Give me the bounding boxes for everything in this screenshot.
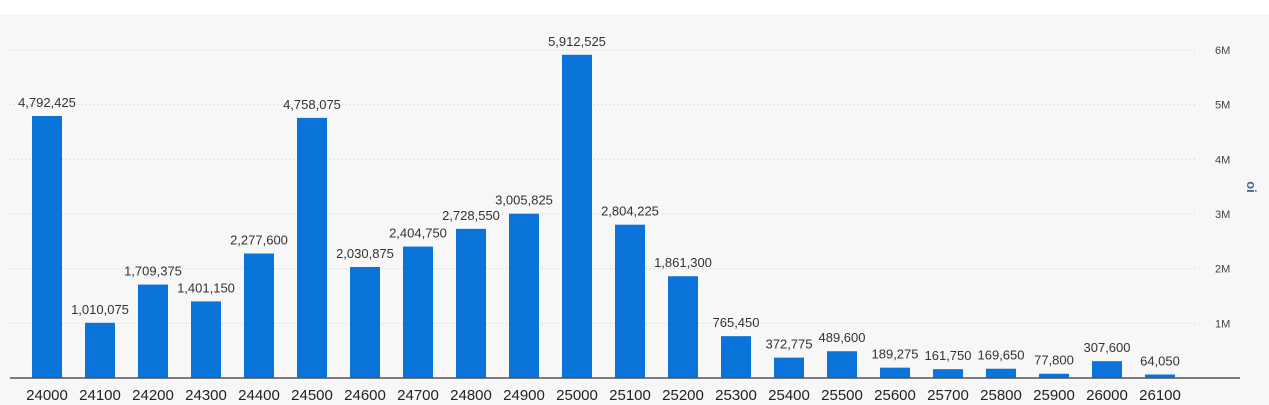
- data-label: 2,804,225: [601, 204, 659, 219]
- bar[interactable]: [880, 367, 910, 378]
- x-tick-label: 24600: [344, 387, 386, 404]
- data-label: 161,750: [925, 348, 972, 363]
- data-label: 2,404,750: [389, 226, 447, 241]
- bar[interactable]: [138, 284, 168, 378]
- bar[interactable]: [562, 54, 592, 378]
- x-tick-label: 24800: [450, 387, 492, 404]
- data-label: 4,792,425: [18, 95, 76, 110]
- data-label: 3,005,825: [495, 193, 553, 208]
- x-tick-label: 25300: [715, 387, 757, 404]
- bar[interactable]: [774, 357, 804, 378]
- x-tick-label: 24000: [26, 387, 68, 404]
- data-label: 169,650: [978, 348, 1025, 363]
- x-tick-label: 24200: [132, 387, 174, 404]
- data-label: 765,450: [713, 315, 760, 330]
- bar[interactable]: [615, 224, 645, 378]
- data-label: 5,912,525: [548, 34, 606, 49]
- x-tick-label: 26000: [1086, 387, 1128, 404]
- x-tick-label: 25400: [768, 387, 810, 404]
- data-label: 2,277,600: [230, 232, 288, 247]
- bar[interactable]: [244, 253, 274, 378]
- x-tick-label: 24700: [397, 387, 439, 404]
- data-label: 1,709,375: [124, 264, 182, 279]
- x-tick-label: 25500: [821, 387, 863, 404]
- y-axis-ticks: 1M 2M 3M 4M 5M 6M: [1215, 45, 1230, 330]
- x-tick-label: 24900: [503, 387, 545, 404]
- bar[interactable]: [827, 351, 857, 378]
- y-tick-label: 4M: [1215, 154, 1230, 166]
- y-tick-label: 2M: [1215, 264, 1230, 276]
- x-tick-label: 25600: [874, 387, 916, 404]
- data-label: 189,275: [872, 347, 919, 362]
- data-label: 1,401,150: [177, 280, 235, 295]
- x-tick-label: 24100: [79, 387, 121, 404]
- bar[interactable]: [456, 228, 486, 378]
- bar[interactable]: [1145, 374, 1175, 378]
- data-label: 372,775: [766, 337, 813, 352]
- x-tick-label: 25700: [927, 387, 969, 404]
- x-tick-label: 25000: [556, 387, 598, 404]
- x-tick-label: 25800: [980, 387, 1022, 404]
- bar[interactable]: [721, 336, 751, 378]
- y-tick-label: 3M: [1215, 209, 1230, 221]
- bar[interactable]: [32, 116, 62, 378]
- x-axis-ticks: 24000 24100 24200 24300 24400 24500 24600 24700…: [26, 387, 1181, 404]
- bar[interactable]: [191, 301, 221, 378]
- x-tick-label: 25100: [609, 387, 651, 404]
- data-label: 2,030,875: [336, 246, 394, 261]
- data-label: 489,600: [819, 330, 866, 345]
- bar[interactable]: [403, 246, 433, 378]
- bar[interactable]: [85, 322, 115, 378]
- x-tick-label: 24400: [238, 387, 280, 404]
- data-label: 307,600: [1084, 340, 1131, 355]
- y-axis-title: oi: [1244, 181, 1259, 193]
- bar[interactable]: [1039, 373, 1069, 378]
- x-tick-label: 24300: [185, 387, 227, 404]
- data-label: 1,861,300: [654, 255, 712, 270]
- x-tick-label: 25200: [662, 387, 704, 404]
- data-label: 4,758,075: [283, 97, 341, 112]
- y-tick-label: 6M: [1215, 45, 1230, 57]
- x-tick-label: 24500: [291, 387, 333, 404]
- data-label: 77,800: [1034, 353, 1074, 368]
- bar[interactable]: [350, 266, 380, 378]
- bar[interactable]: [933, 369, 963, 378]
- data-label: 1,010,075: [71, 302, 129, 317]
- bars: [32, 54, 1175, 378]
- y-tick-label: 5M: [1215, 100, 1230, 112]
- data-label: 64,050: [1140, 353, 1180, 368]
- y-tick-label: 1M: [1215, 318, 1230, 330]
- bar[interactable]: [1092, 361, 1122, 378]
- data-label: 2,728,550: [442, 208, 500, 223]
- x-tick-label: 25900: [1033, 387, 1075, 404]
- bar[interactable]: [668, 276, 698, 378]
- bar[interactable]: [509, 213, 539, 378]
- x-tick-label: 26100: [1139, 387, 1181, 404]
- bar[interactable]: [986, 368, 1016, 378]
- bar[interactable]: [297, 117, 327, 378]
